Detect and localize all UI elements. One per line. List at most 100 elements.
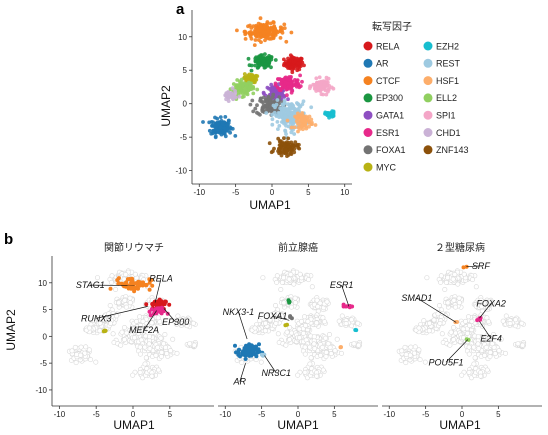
legend-swatch-hsf1 bbox=[423, 76, 433, 86]
panel-b-t2d-bg-point bbox=[482, 352, 488, 358]
panel-b-t2d-bg-point bbox=[436, 302, 442, 308]
point-esr1 bbox=[288, 84, 293, 89]
point-foxa1 bbox=[268, 100, 273, 104]
point-chd1 bbox=[237, 94, 242, 99]
panel-b-pc-point-ar bbox=[243, 357, 248, 361]
point-ar bbox=[211, 128, 216, 133]
panel-b-ra-point-ctcf bbox=[149, 278, 154, 282]
point-rest bbox=[292, 106, 296, 111]
point-hsf1 bbox=[304, 124, 308, 129]
point-chd1 bbox=[230, 86, 235, 91]
panel-b-pc-bg-point bbox=[258, 359, 264, 365]
panel-b-t2d-bg-point bbox=[483, 344, 489, 350]
panel-b-pc-label-esr1: ESR1 bbox=[330, 280, 354, 290]
panel-b-ra-y-tick-label: 0 bbox=[43, 332, 48, 341]
panel-b-t2d-bg-point bbox=[403, 351, 409, 357]
point-znf143 bbox=[277, 139, 282, 144]
point-ep300 bbox=[246, 56, 251, 61]
point-ctcf bbox=[265, 21, 270, 26]
point-ctcf bbox=[271, 20, 276, 25]
point-ctcf bbox=[278, 36, 283, 40]
panel-b-ra-point-ctcf bbox=[123, 281, 128, 286]
panel-b-t2d-label-smad1: SMAD1 bbox=[401, 293, 432, 303]
panel-b-pc-bg-point bbox=[339, 313, 345, 319]
panel-b-ra-bg-point bbox=[170, 336, 176, 342]
panel-b-ra-bg-point bbox=[97, 328, 103, 334]
point-foxa1 bbox=[250, 98, 255, 103]
point-ar bbox=[218, 115, 223, 119]
panel-b-pc-bg-point bbox=[281, 275, 287, 281]
point-rest bbox=[279, 111, 284, 115]
panel-b-pc-label-nkx3-1: NKX3-1 bbox=[223, 307, 255, 317]
point-znf143 bbox=[279, 153, 284, 158]
panel-b-t2d-bg-point bbox=[431, 317, 437, 323]
panel-b-ra-label-runx3: RUNX3 bbox=[81, 313, 112, 323]
panel-a-y-tick-label: 10 bbox=[178, 33, 187, 42]
point-ep300 bbox=[253, 63, 257, 68]
panel-b-pc-point-esr1 bbox=[341, 302, 346, 307]
point-ar bbox=[218, 125, 223, 130]
legend-label-ell2: ELL2 bbox=[436, 93, 457, 103]
panel-b-t2d-bg-point bbox=[473, 284, 479, 290]
point-esr1 bbox=[280, 77, 285, 82]
panel-b-pc-point-foxa1 bbox=[289, 316, 294, 321]
point-spi1 bbox=[314, 76, 319, 81]
point-znf143 bbox=[283, 151, 288, 156]
panel-b-t2d-bg-point bbox=[456, 300, 462, 306]
point-ezh2 bbox=[330, 112, 335, 117]
panel-b-pc-bg-point bbox=[307, 344, 313, 350]
panel-b-pc-bg-point bbox=[302, 369, 308, 375]
panel-b-pc-bg-point bbox=[298, 318, 304, 324]
point-znf143 bbox=[297, 142, 301, 147]
panel-b-ra-bg-point bbox=[184, 317, 190, 323]
panel-b-ra-bg-point bbox=[83, 344, 89, 350]
panel-b-pc-bg-point bbox=[296, 335, 302, 341]
panel-b-pc-bg-point bbox=[319, 344, 325, 350]
point-ell2 bbox=[255, 87, 260, 92]
panel-b-pc-bg-point bbox=[334, 336, 340, 342]
panel-a-ylabel: UMAP2 bbox=[159, 85, 173, 127]
point-ell2 bbox=[235, 78, 240, 82]
panel-b-pc-bg-point bbox=[320, 367, 326, 373]
panel-b-pc-bg-point bbox=[338, 350, 344, 356]
point-rest bbox=[282, 121, 286, 126]
panel-b-ra-bg-point bbox=[122, 337, 128, 343]
point-foxa1 bbox=[264, 98, 269, 103]
point-ar bbox=[228, 130, 233, 135]
point-rest bbox=[275, 120, 280, 124]
panel-b-pc-bg-point bbox=[262, 328, 268, 334]
panel-b-ra-bg-point bbox=[108, 279, 114, 285]
panel-b-ra-bg-point bbox=[72, 344, 78, 350]
panel-b-ra-point-myc bbox=[103, 328, 108, 333]
point-znf143 bbox=[276, 136, 281, 141]
point-ep300 bbox=[267, 54, 271, 58]
point-znf143 bbox=[277, 151, 281, 156]
panel-b-t2d-bg-point bbox=[484, 315, 490, 321]
panel-b-t2d-label-e2f4: E2F4 bbox=[480, 334, 502, 344]
point-ep300 bbox=[263, 52, 267, 56]
panel-b-ra-bg-point bbox=[146, 341, 152, 347]
panel-b-ra-bg-point bbox=[82, 350, 88, 356]
panel-b-ra-point-ctcf bbox=[125, 277, 130, 282]
point-ep300 bbox=[261, 59, 266, 64]
panel-b-ra-point-ctcf bbox=[122, 284, 126, 289]
point-rest bbox=[276, 127, 280, 131]
point-esr1 bbox=[273, 83, 278, 87]
point-myc bbox=[243, 75, 247, 79]
panel-b-pc-bg-point bbox=[355, 320, 361, 326]
panel-b-ra-bg-point bbox=[78, 352, 84, 358]
point-myc bbox=[242, 72, 247, 76]
point-foxa1 bbox=[255, 103, 259, 108]
panel-b-pc-bg-point bbox=[292, 300, 298, 306]
point-ep300 bbox=[267, 59, 272, 64]
point-ctcf bbox=[253, 38, 258, 42]
panel-b-t2d-bg-point bbox=[424, 275, 430, 281]
point-foxa1 bbox=[253, 106, 258, 111]
panel-b-pc-point-ar bbox=[254, 344, 258, 349]
point-myc bbox=[254, 77, 259, 82]
panel-b-ra-bg-point bbox=[168, 348, 174, 354]
point-hsf1 bbox=[305, 116, 310, 120]
point-ar bbox=[201, 120, 205, 124]
